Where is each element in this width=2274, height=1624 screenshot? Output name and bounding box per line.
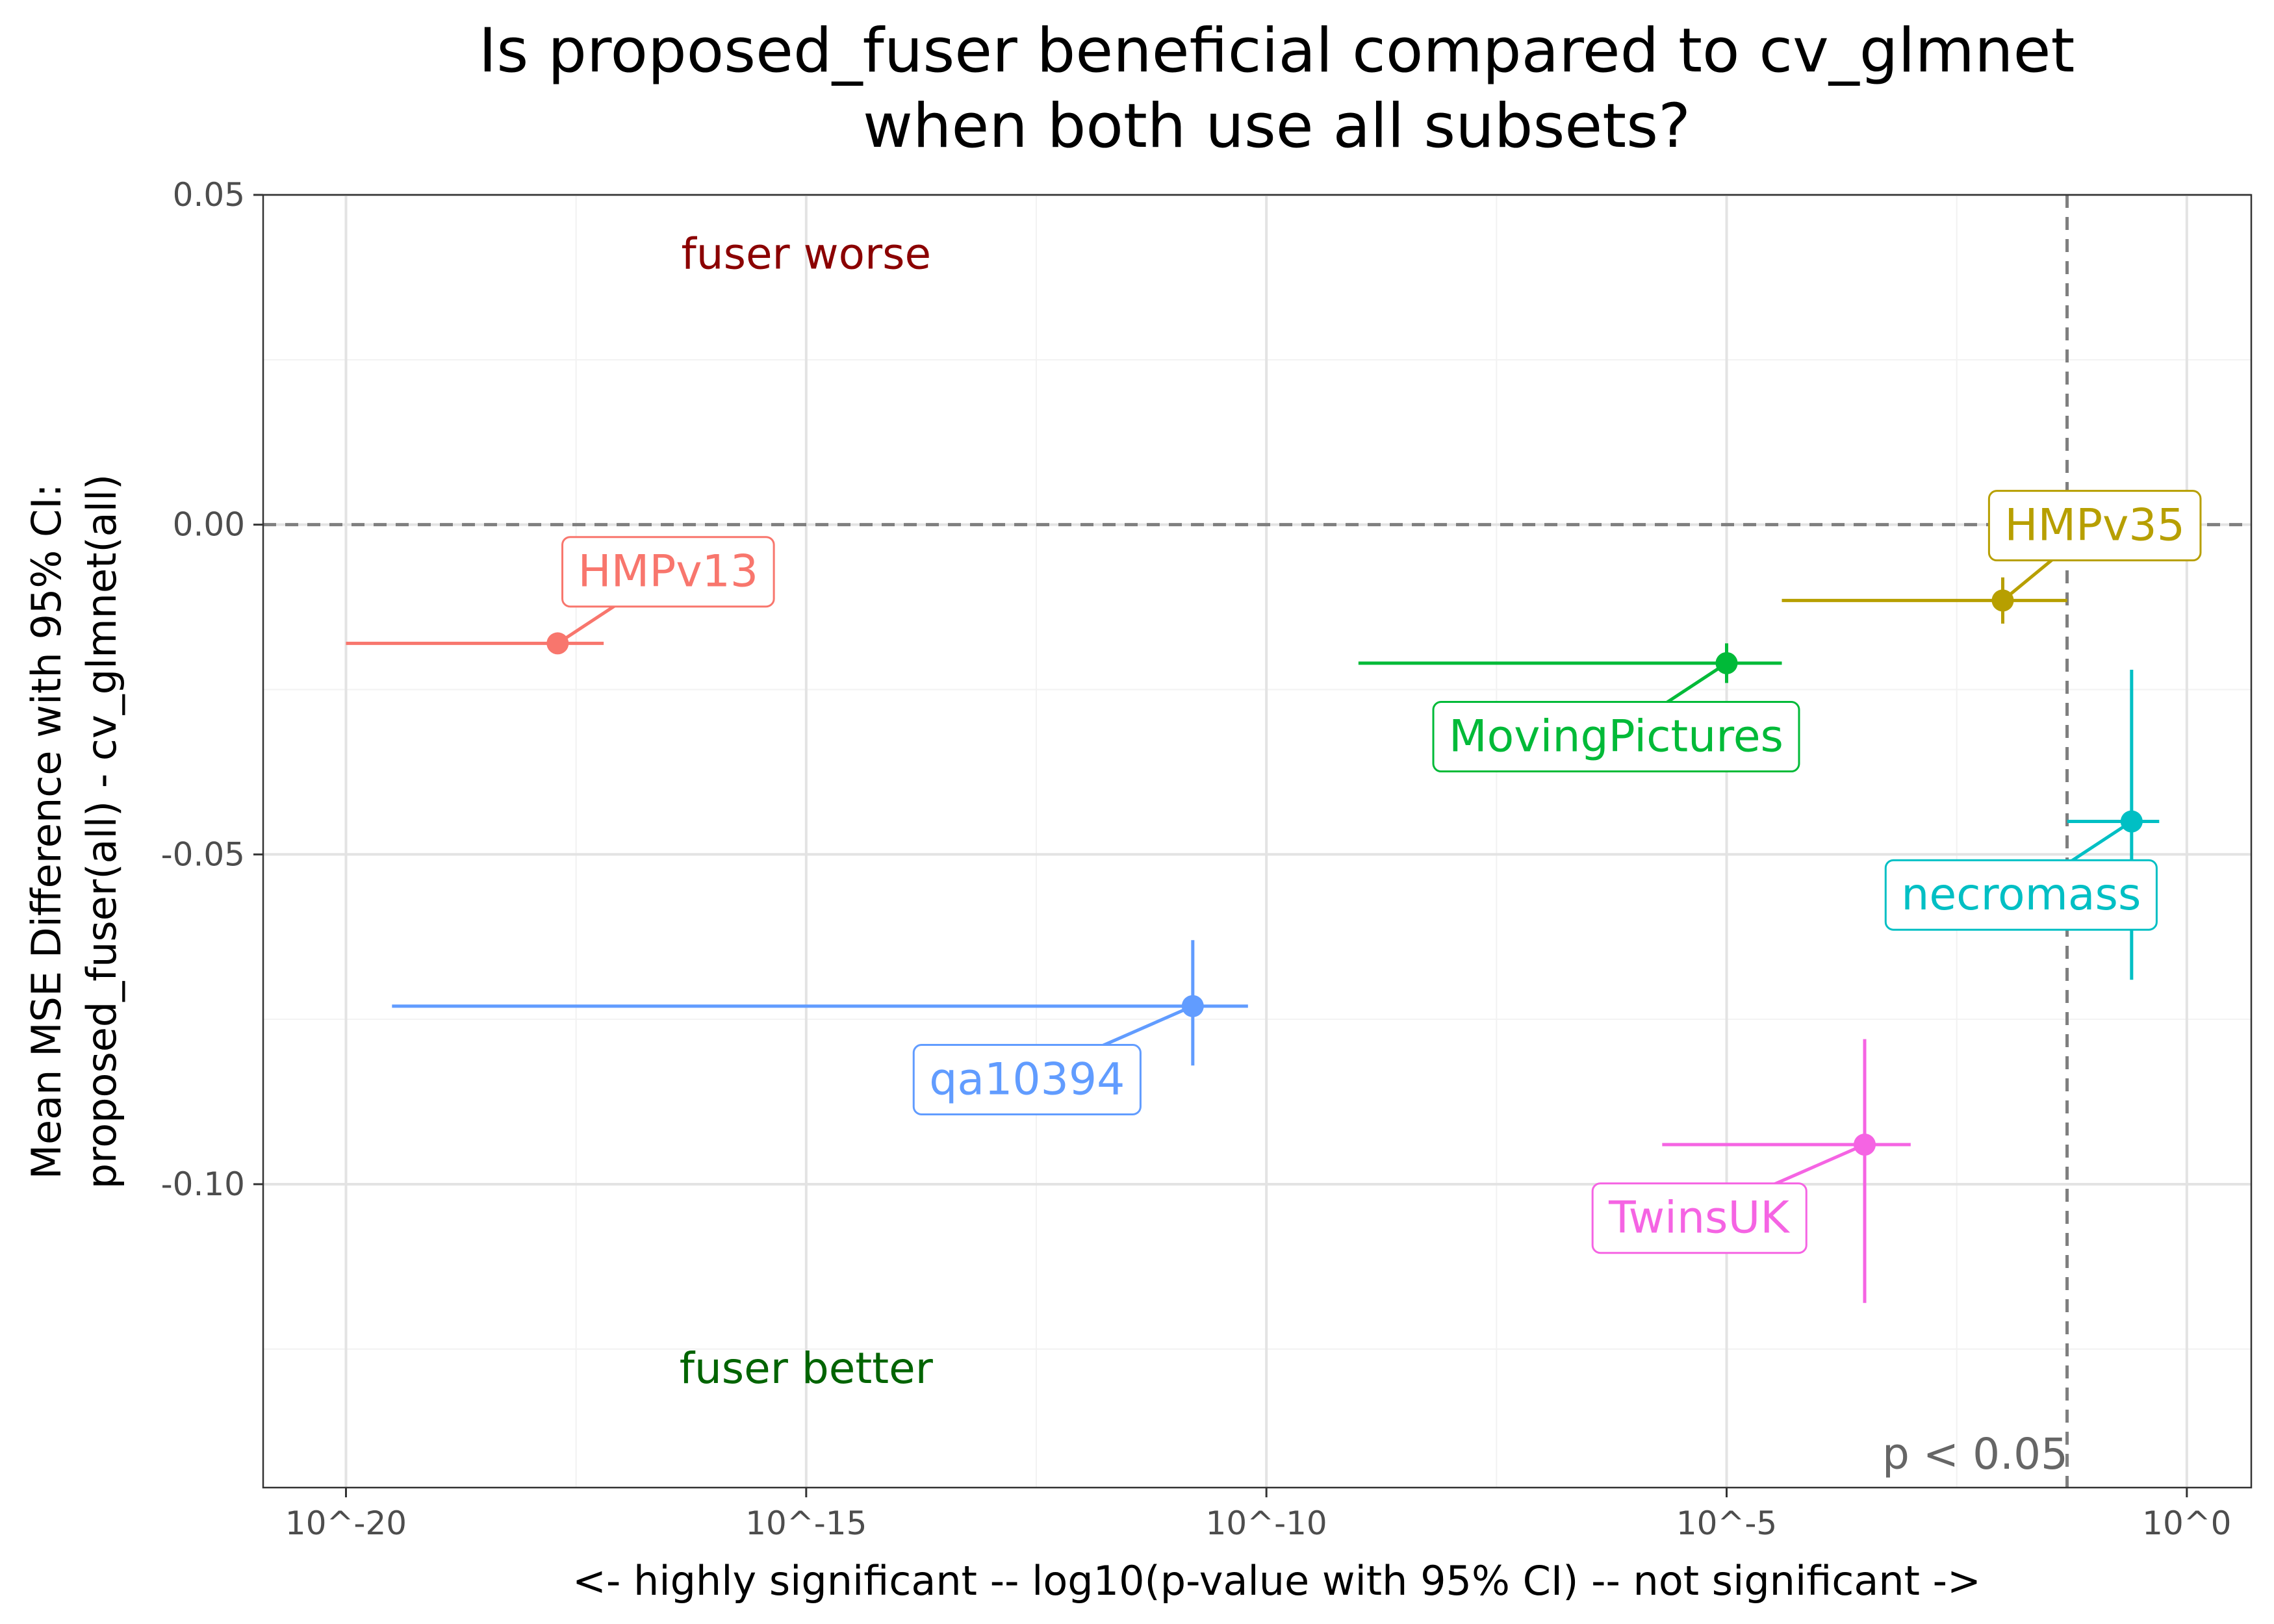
series-MovingPictures: MovingPictures	[1358, 643, 1800, 773]
data-label-box	[1884, 859, 2158, 931]
data-point	[1715, 652, 1738, 674]
y-tick-label: -0.05	[161, 835, 245, 873]
axes: 10^-20 10^-15 10^-10 10^-5 10^0 0.05 0.00 -0.05…	[161, 176, 2232, 1542]
grid-layer	[263, 194, 2251, 1488]
y-axis-label-line-2: proposed_fuser(all) - cv_glmnet(all)	[78, 474, 125, 1189]
data-label-box	[1432, 701, 1800, 773]
annotation-label: fuser worse	[682, 229, 932, 279]
y-axis-label-line-1: Mean MSE Difference with 95% CI:	[23, 484, 70, 1180]
data-point	[2120, 810, 2143, 833]
data-label-box	[912, 1044, 1142, 1116]
x-tick-label: 10^-5	[1676, 1504, 1777, 1542]
chart-title-line-1: Is proposed_fuser beneficial compared to…	[479, 16, 2075, 86]
y-tick-label: -0.10	[161, 1165, 245, 1203]
data-point	[1854, 1134, 1876, 1156]
data-label-box	[1591, 1182, 1808, 1254]
annotation-label: fuser better	[680, 1343, 934, 1393]
x-tick-label: 10^-15	[745, 1504, 867, 1542]
data-label: MovingPictures	[1449, 711, 1783, 763]
data-point	[1991, 589, 2014, 612]
data-label-box	[561, 536, 775, 608]
chart-title-line-2: when both use all subsets?	[863, 91, 1691, 162]
x-tick-label: 10^-10	[1206, 1504, 1327, 1542]
data-label: HMPv13	[578, 546, 759, 598]
annotations: fuser worse fuser better p < 0.05	[680, 229, 2068, 1479]
x-axis-label: <- highly significant -- log10(p-value w…	[572, 1557, 1981, 1605]
y-tick-label: 0.00	[173, 506, 245, 544]
series-layer: HMPv13 HMPv35 MovingPictures necromass qa103…	[346, 490, 2202, 1303]
reference-lines	[263, 195, 2251, 1488]
data-point	[1181, 995, 1204, 1017]
y-tick-label: 0.05	[173, 176, 245, 214]
series-qa10394: qa10394	[392, 940, 1248, 1116]
data-label: necromass	[1901, 869, 2141, 920]
annotation-label: p < 0.05	[1882, 1429, 2068, 1479]
series-necromass: necromass	[1884, 670, 2160, 980]
data-point	[546, 632, 569, 655]
series-TwinsUK: TwinsUK	[1591, 1039, 1911, 1303]
data-label: TwinsUK	[1608, 1193, 1791, 1244]
series-HMPv35: HMPv35	[1782, 490, 2202, 624]
plot-panel-border	[262, 194, 2253, 1489]
data-label: HMPv35	[2004, 500, 2185, 552]
x-tick-label: 10^0	[2142, 1504, 2231, 1542]
data-label-box	[1987, 490, 2202, 562]
x-tick-label: 10^-20	[285, 1504, 407, 1542]
series-HMPv13: HMPv13	[346, 536, 775, 655]
data-label: qa10394	[929, 1054, 1125, 1106]
